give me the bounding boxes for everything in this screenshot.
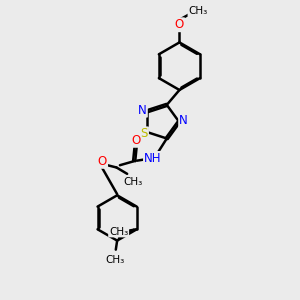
Text: CH₃: CH₃ bbox=[124, 177, 143, 187]
Text: NH: NH bbox=[144, 152, 161, 165]
Text: O: O bbox=[98, 155, 107, 168]
Text: N: N bbox=[179, 114, 188, 127]
Text: CH₃: CH₃ bbox=[106, 255, 125, 265]
Text: N: N bbox=[138, 104, 147, 117]
Text: CH₃: CH₃ bbox=[188, 6, 208, 16]
Text: O: O bbox=[131, 134, 140, 147]
Text: S: S bbox=[141, 128, 148, 140]
Text: O: O bbox=[175, 18, 184, 31]
Text: CH₃: CH₃ bbox=[109, 226, 128, 236]
